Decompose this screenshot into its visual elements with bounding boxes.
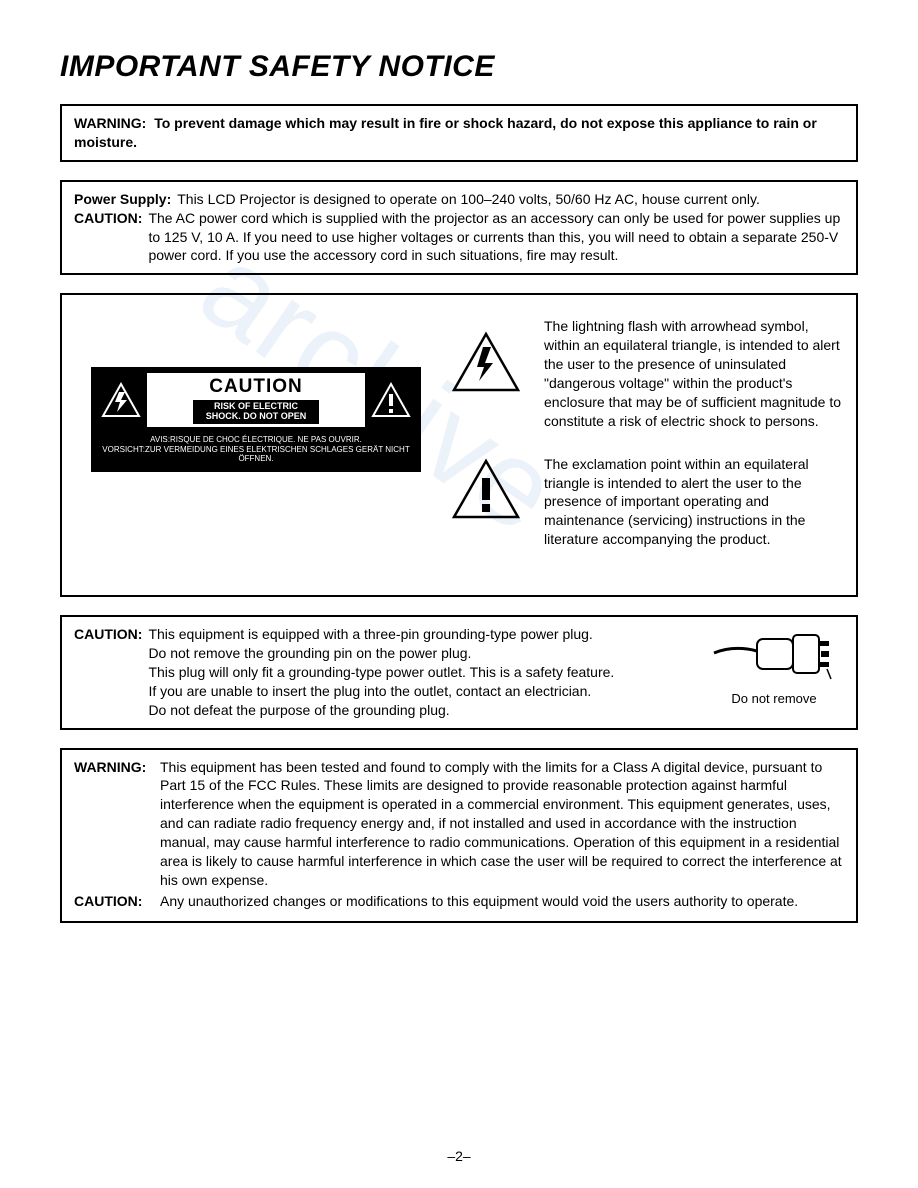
plug-caution-label: CAUTION:	[74, 625, 142, 719]
lightning-triangle-icon	[451, 331, 521, 398]
lightning-description: The lightning flash with arrowhead symbo…	[544, 317, 842, 430]
exclaim-mini-icon	[369, 381, 413, 419]
plug-line-2: Do not remove the grounding pin on the p…	[148, 645, 471, 661]
page-title: IMPORTANT SAFETY NOTICE	[60, 50, 858, 84]
plug-line-4: If you are unable to insert the plug int…	[148, 683, 591, 699]
symbol-box: CAUTION RISK OF ELECTRIC SHOCK. DO NOT O…	[60, 293, 858, 597]
plug-line-1: This equipment is equipped with a three-…	[148, 626, 592, 642]
fcc-warning-label: WARNING:	[74, 758, 160, 890]
plug-icon	[704, 625, 844, 690]
caution-small-2: SHOCK. DO NOT OPEN	[197, 412, 315, 422]
caution-label-graphic: CAUTION RISK OF ELECTRIC SHOCK. DO NOT O…	[76, 317, 436, 472]
power-supply-box: Power Supply: This LCD Projector is desi…	[60, 180, 858, 276]
caution-de-text: VORSICHT:ZUR VERMEIDUNG EINES ELEKTRISCH…	[97, 445, 415, 464]
plug-line-3: This plug will only fit a grounding-type…	[148, 664, 614, 680]
plug-caption: Do not remove	[704, 690, 844, 708]
warning-text: To prevent damage which may result in fi…	[74, 115, 817, 150]
page-number: –2–	[447, 1148, 470, 1164]
warning-label: WARNING:	[74, 115, 146, 131]
power-caution-label: CAUTION:	[74, 209, 142, 266]
caution-big-text: CAUTION	[151, 376, 361, 398]
plug-text: This equipment is equipped with a three-…	[148, 625, 694, 719]
exclaim-description: The exclamation point within an equilate…	[544, 455, 842, 549]
power-supply-text: This LCD Projector is designed to operat…	[177, 190, 844, 209]
warning-moisture-box: WARNING: To prevent damage which may res…	[60, 104, 858, 162]
caution-fr-text: AVIS:RISQUE DE CHOC ÉLECTRIQUE. NE PAS O…	[97, 435, 415, 445]
fcc-caution-label: CAUTION:	[74, 892, 160, 911]
power-caution-text: The AC power cord which is supplied with…	[148, 209, 844, 266]
fcc-caution-text: Any unauthorized changes or modification…	[160, 892, 844, 911]
power-supply-label: Power Supply:	[74, 190, 171, 209]
plug-line-5: Do not defeat the purpose of the groundi…	[148, 702, 449, 718]
fcc-box: WARNING: This equipment has been tested …	[60, 748, 858, 923]
exclaim-triangle-icon	[451, 458, 521, 525]
grounding-plug-box: CAUTION: This equipment is equipped with…	[60, 615, 858, 729]
fcc-warning-text: This equipment has been tested and found…	[160, 758, 844, 890]
lightning-mini-icon	[99, 381, 143, 419]
